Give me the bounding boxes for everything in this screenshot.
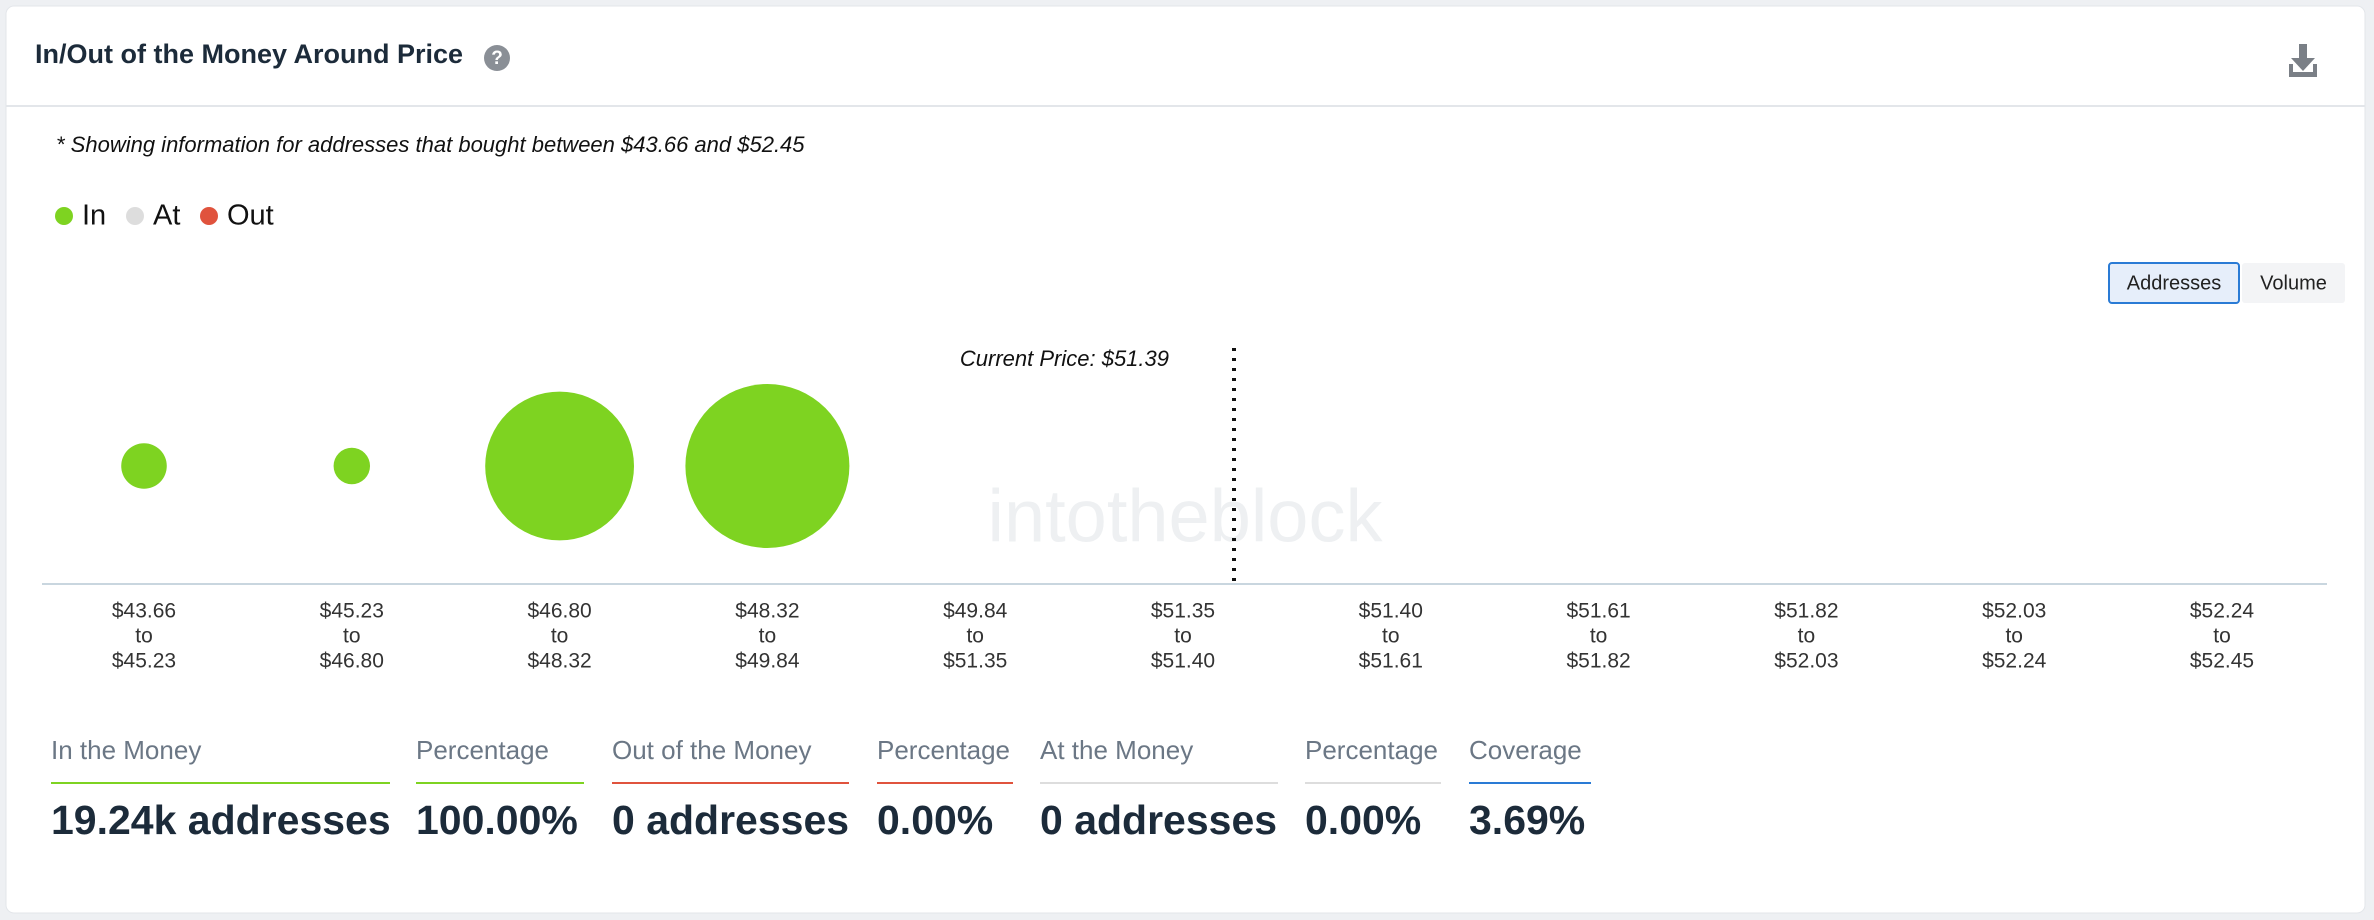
summary-value: 0 addresses <box>1040 797 1277 843</box>
x-tick-label: to <box>135 625 153 648</box>
toggle-button[interactable] <box>2108 262 2240 304</box>
x-tick-label: $51.61 <box>1566 600 1630 623</box>
note: * Showing information for addresses that… <box>56 132 805 157</box>
summary-label: Out of the Money <box>612 735 811 765</box>
x-tick-label: $46.80 <box>527 600 591 623</box>
x-tick-label: $49.84 <box>735 650 800 673</box>
summary-underline <box>416 782 584 784</box>
toggle-label[interactable]: Volume <box>2260 272 2327 294</box>
x-tick-label: to <box>551 625 569 648</box>
x-tick-label: $51.35 <box>943 650 1007 673</box>
legend-dot <box>126 207 144 225</box>
toggle-button[interactable] <box>2242 263 2345 303</box>
summary-underline <box>1469 782 1591 784</box>
bubble <box>485 391 635 541</box>
x-tick-label: $43.66 <box>112 600 176 623</box>
legend-label: Out <box>227 200 274 232</box>
x-tick-label: $52.03 <box>1774 650 1838 673</box>
svg-text:?: ? <box>491 48 503 69</box>
summary-label: Percentage <box>1305 735 1438 765</box>
x-tick-label: $51.40 <box>1359 600 1423 623</box>
summary-value: 0.00% <box>1305 797 1421 843</box>
x-tick-label: to <box>1798 625 1816 648</box>
summary-value: 19.24k addresses <box>51 797 391 843</box>
summary-underline <box>1040 782 1278 784</box>
x-tick-label: $45.23 <box>320 600 384 623</box>
x-tick-label: to <box>759 625 777 648</box>
x-tick-label: to <box>966 625 984 648</box>
summary-underline <box>1305 782 1441 784</box>
x-tick-label: $48.32 <box>527 650 591 673</box>
summary-underline <box>877 782 1013 784</box>
summary-label: Coverage <box>1469 735 1582 765</box>
summary-label: Percentage <box>877 735 1010 765</box>
bubble <box>121 443 167 489</box>
x-tick-label: $48.32 <box>735 600 799 623</box>
legend-label: In <box>82 200 106 232</box>
x-tick-label: $49.84 <box>943 600 1008 623</box>
x-tick-label: to <box>1174 625 1192 648</box>
x-tick-label: to <box>343 625 361 648</box>
summary-value: 3.69% <box>1469 797 1585 843</box>
x-tick-label: $52.24 <box>1982 650 2047 673</box>
x-tick-label: to <box>1382 625 1400 648</box>
x-tick-label: $51.82 <box>1566 650 1630 673</box>
summary-value: 100.00% <box>416 797 578 843</box>
x-tick-label: $51.40 <box>1151 650 1215 673</box>
help-icon[interactable]: ? <box>484 45 510 71</box>
summary-label: Percentage <box>416 735 549 765</box>
x-tick-label: $51.35 <box>1151 600 1215 623</box>
current-price-label: Current Price: $51.39 <box>960 346 1169 371</box>
legend-dot <box>55 207 73 225</box>
legend-label: At <box>153 200 180 232</box>
x-tick-label: $51.61 <box>1359 650 1423 673</box>
download-icon[interactable] <box>2289 44 2317 77</box>
x-tick-label: to <box>2005 625 2023 648</box>
x-tick-label: $46.80 <box>320 650 384 673</box>
x-tick-label: to <box>2213 625 2231 648</box>
summary-value: 0 addresses <box>612 797 849 843</box>
summary-underline <box>51 782 390 784</box>
toggle-label[interactable]: Addresses <box>2127 272 2222 294</box>
watermark: intotheblock <box>988 475 1384 558</box>
summary-label: In the Money <box>51 735 201 765</box>
bubble <box>685 384 850 548</box>
summary-label: At the Money <box>1040 735 1193 765</box>
bubble <box>333 447 371 485</box>
summary-value: 0.00% <box>877 797 993 843</box>
x-tick-label: $52.03 <box>1982 600 2046 623</box>
summary-underline <box>612 782 849 784</box>
x-tick-label: $52.45 <box>2190 650 2254 673</box>
card <box>5 5 2366 914</box>
title: In/Out of the Money Around Price <box>35 39 463 69</box>
x-tick-label: $51.82 <box>1774 600 1838 623</box>
legend-dot <box>200 207 218 225</box>
x-tick-label: to <box>1590 625 1608 648</box>
x-tick-label: $45.23 <box>112 650 176 673</box>
x-tick-label: $52.24 <box>2190 600 2255 623</box>
